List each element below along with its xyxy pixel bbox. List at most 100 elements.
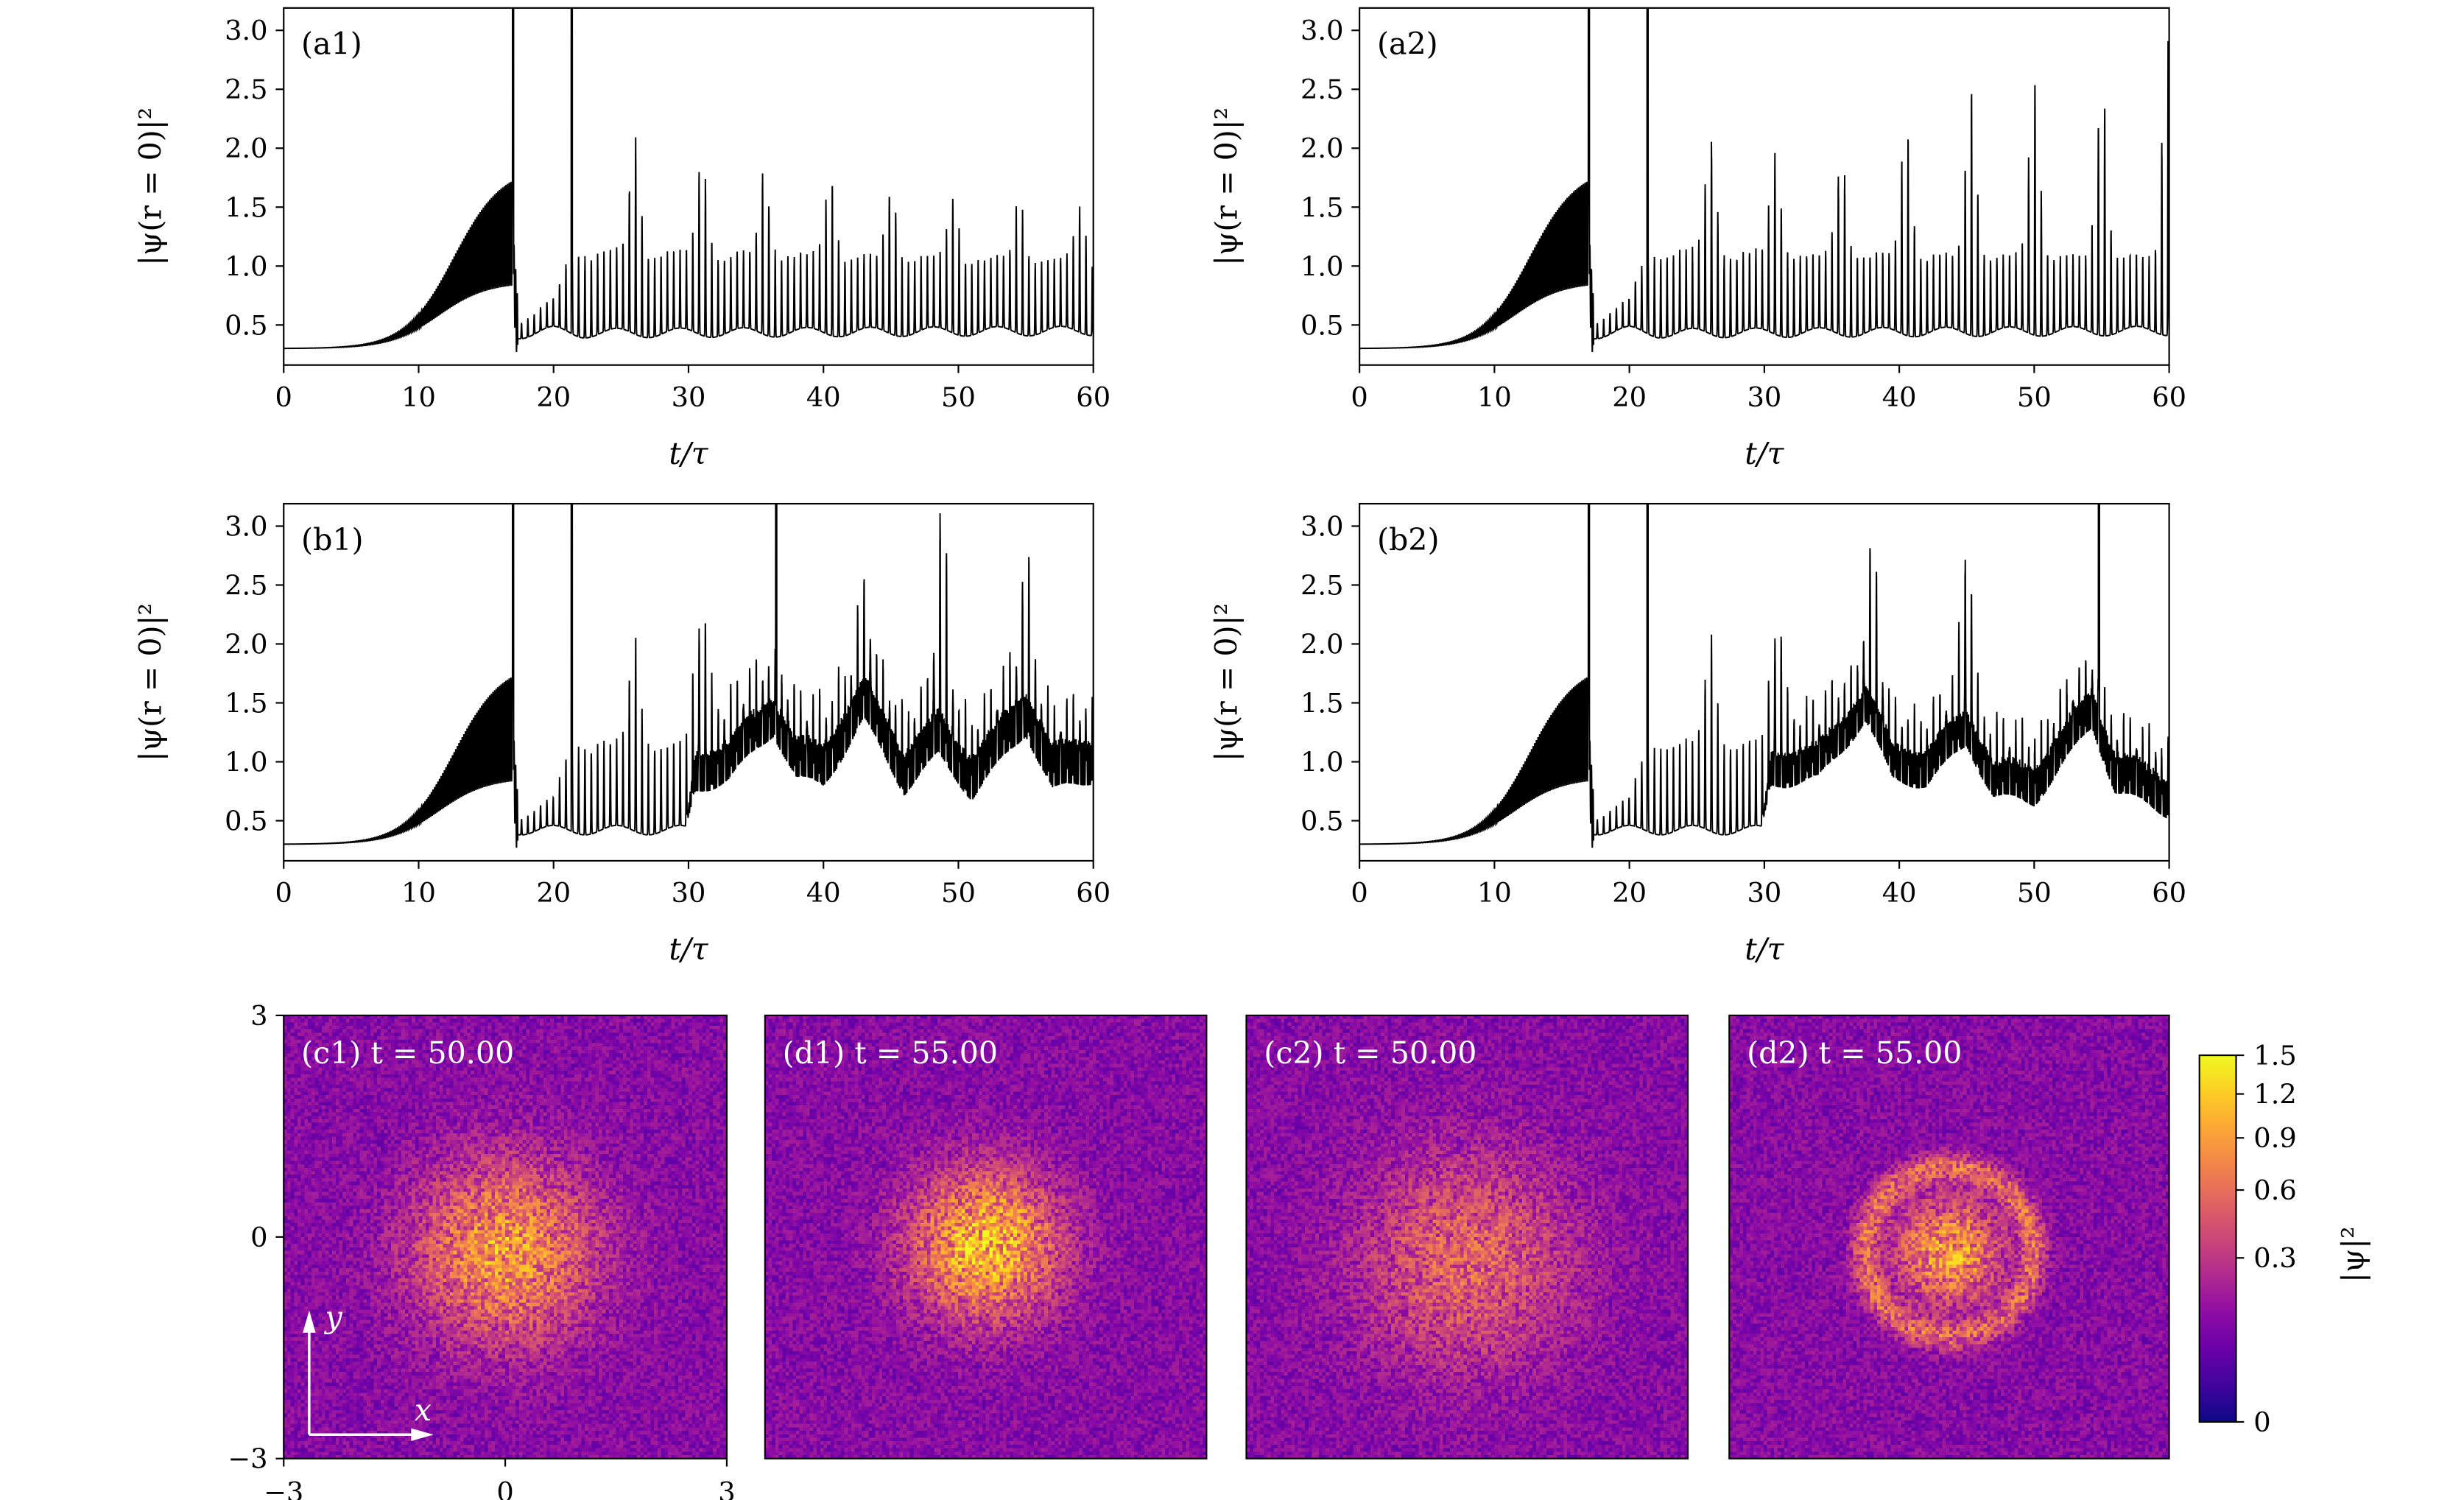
y-arrow-label: y <box>324 1300 343 1335</box>
y-tick-label: 1.0 <box>1300 747 1343 778</box>
axes-frame <box>764 1014 1208 1459</box>
x-tick-label: 50 <box>941 381 976 413</box>
y-tick-label: 2.0 <box>225 133 267 164</box>
line-panel-b1: 0 10 20 30 40 50 60 0.5 1.0 1.5 2.0 2.5 3.0 (b1) t/τ |ψ… <box>133 502 1110 967</box>
y-tick-label: 2.5 <box>1300 569 1343 601</box>
x-tick-label: 60 <box>1076 381 1110 413</box>
x-tick-label: 0 <box>275 381 292 413</box>
axes-frame <box>1728 1014 2170 1459</box>
x-tick-label: 50 <box>941 877 976 909</box>
y-axis-label: |ψ(r = 0)|² <box>133 108 169 266</box>
x-tick-label: 10 <box>401 877 436 909</box>
y-tick-label: 1.5 <box>1300 687 1343 719</box>
heatmap-panel-d1: (d1) t = 55.00 <box>764 1014 1208 1459</box>
panel-title: (d2) t = 55.00 <box>1747 1035 1962 1071</box>
colorbar-tick-label: 1.5 <box>2253 1040 2296 1071</box>
x-tick-label: 20 <box>536 381 571 413</box>
y-tick-label: 3.0 <box>225 510 267 542</box>
x-tick-label: 30 <box>1747 877 1781 909</box>
x-tick-label: 60 <box>1076 877 1110 909</box>
colorbar-tick-label: 1.2 <box>2253 1079 2296 1110</box>
y-tick-label: 0.5 <box>1300 806 1343 837</box>
y-tick-label: 0 <box>250 1222 267 1253</box>
y-tick-label: 3 <box>250 1000 267 1032</box>
y-tick-label: 2.0 <box>225 628 267 660</box>
x-tick-label: 30 <box>672 381 706 413</box>
y-tick-label: 0.5 <box>225 309 267 341</box>
colorbar-tick-label: 0.9 <box>2253 1122 2296 1154</box>
heatmap-panel-c2: (c2) t = 50.00 <box>1245 1014 1689 1459</box>
y-tick-label: 3.0 <box>1300 510 1343 542</box>
y-tick-label: 1.5 <box>225 687 267 719</box>
heatmap-image <box>1246 1015 1688 1459</box>
x-tick-label: 0 <box>1351 877 1367 909</box>
x-tick-label: 0 <box>1351 381 1367 413</box>
x-tick-label: 50 <box>2017 877 2052 909</box>
y-tick-label: 1.0 <box>225 250 267 282</box>
x-arrow-head-icon <box>411 1428 434 1441</box>
colorbar-tick-label: 0.3 <box>2253 1242 2296 1274</box>
x-tick-label: 10 <box>401 381 436 413</box>
y-tick-label: 3.0 <box>225 15 267 46</box>
y-tick-label: 1.0 <box>1300 250 1343 282</box>
panel-label: (b2) <box>1377 522 1440 557</box>
y-tick-label: 2.5 <box>225 74 267 105</box>
panel-label: (a1) <box>301 27 362 62</box>
y-tick-label: 3.0 <box>1300 15 1343 46</box>
colorbar-label: |ψ|² <box>2336 1226 2371 1282</box>
heatmap-panel-c1: (c1) t = 50.00 −3 0 3 −3 0 3 y x <box>228 1000 735 1500</box>
y-tick-label: 2.5 <box>1300 74 1343 105</box>
x-tick-label: 40 <box>1882 381 1917 413</box>
x-tick-label: 40 <box>806 877 841 909</box>
y-tick-label: 2.5 <box>225 569 267 601</box>
data-line-a2 <box>1359 7 2169 353</box>
data-line-b2 <box>1359 504 2169 848</box>
x-tick-label: 60 <box>2152 381 2186 413</box>
x-axis-label: t/τ <box>1745 436 1784 471</box>
x-tick-label: 50 <box>2017 381 2052 413</box>
line-panel-b2: 0 10 20 30 40 50 60 0.5 1.0 1.5 2.0 2.5 3.0 (b2) t/τ |ψ… <box>1208 502 2186 967</box>
heatmap-panel-d2: (d2) t = 55.00 <box>1728 1014 2170 1459</box>
x-tick-label: 30 <box>1747 381 1781 413</box>
heatmap-image <box>1729 1015 2169 1459</box>
heatmap-image <box>764 1015 1207 1459</box>
x-tick-label: 20 <box>536 877 571 909</box>
panel-title: (d1) t = 55.00 <box>783 1035 998 1071</box>
data-line-a1 <box>284 7 1094 353</box>
y-tick-label: 1.0 <box>225 747 267 778</box>
x-tick-label: 60 <box>2152 877 2186 909</box>
y-tick-label: 2.0 <box>1300 628 1343 660</box>
y-axis-label: |ψ(r = 0)|² <box>1208 108 1244 266</box>
figure-panels: 0 10 20 30 40 50 600.51.01.52.02.53.0 (a1)t/τ|ψ… <box>133 7 2186 1500</box>
y-tick-label: −3 <box>228 1443 267 1475</box>
y-axis-label: |ψ(r = 0)|² <box>1208 603 1244 761</box>
y-tick-label: 1.5 <box>1300 191 1343 223</box>
x-tick-label: 30 <box>672 877 706 909</box>
x-tick-label: −3 <box>264 1476 303 1500</box>
y-axis-label: |ψ(r = 0)|² <box>133 603 169 761</box>
y-tick-label: 1.5 <box>225 191 267 223</box>
x-tick-label: 10 <box>1477 381 1512 413</box>
colorbar-tick-label: 0 <box>2253 1406 2270 1438</box>
heatmap-image <box>284 1015 727 1459</box>
data-line-b1 <box>284 504 1094 848</box>
y-tick-label: 2.0 <box>1300 133 1343 164</box>
x-arrow-label: x <box>415 1392 432 1428</box>
panel-label: (b1) <box>301 522 364 557</box>
panel-label: (a2) <box>1377 27 1438 62</box>
line-panel-a1: 0 10 20 30 40 50 60 0.5 1.0 1.5 2.0 2.5 3.0 (a1) t/τ |ψ… <box>133 7 1110 471</box>
x-tick-label: 3 <box>718 1476 735 1500</box>
x-axis-label: t/τ <box>669 932 708 967</box>
x-tick-label: 0 <box>496 1476 513 1500</box>
axes-frame <box>1245 1014 1689 1459</box>
y-tick-label: 0.5 <box>225 806 267 837</box>
colorbar-tick-label: 0.6 <box>2253 1175 2296 1206</box>
x-tick-label: 40 <box>806 381 841 413</box>
colorbar-bar <box>2198 1054 2237 1423</box>
line-panel-a2: 0 10 20 30 40 50 60 0.5 1.0 1.5 2.0 2.5 3.0 (a2) t/τ |ψ… <box>1208 7 2186 471</box>
x-axis-label: t/τ <box>1745 932 1784 967</box>
x-tick-label: 10 <box>1477 877 1512 909</box>
colorbar: 1.5 1.2 0.9 0.6 0.3 0 |ψ|² <box>2198 1040 2371 1438</box>
y-arrow-head-icon <box>303 1310 316 1333</box>
